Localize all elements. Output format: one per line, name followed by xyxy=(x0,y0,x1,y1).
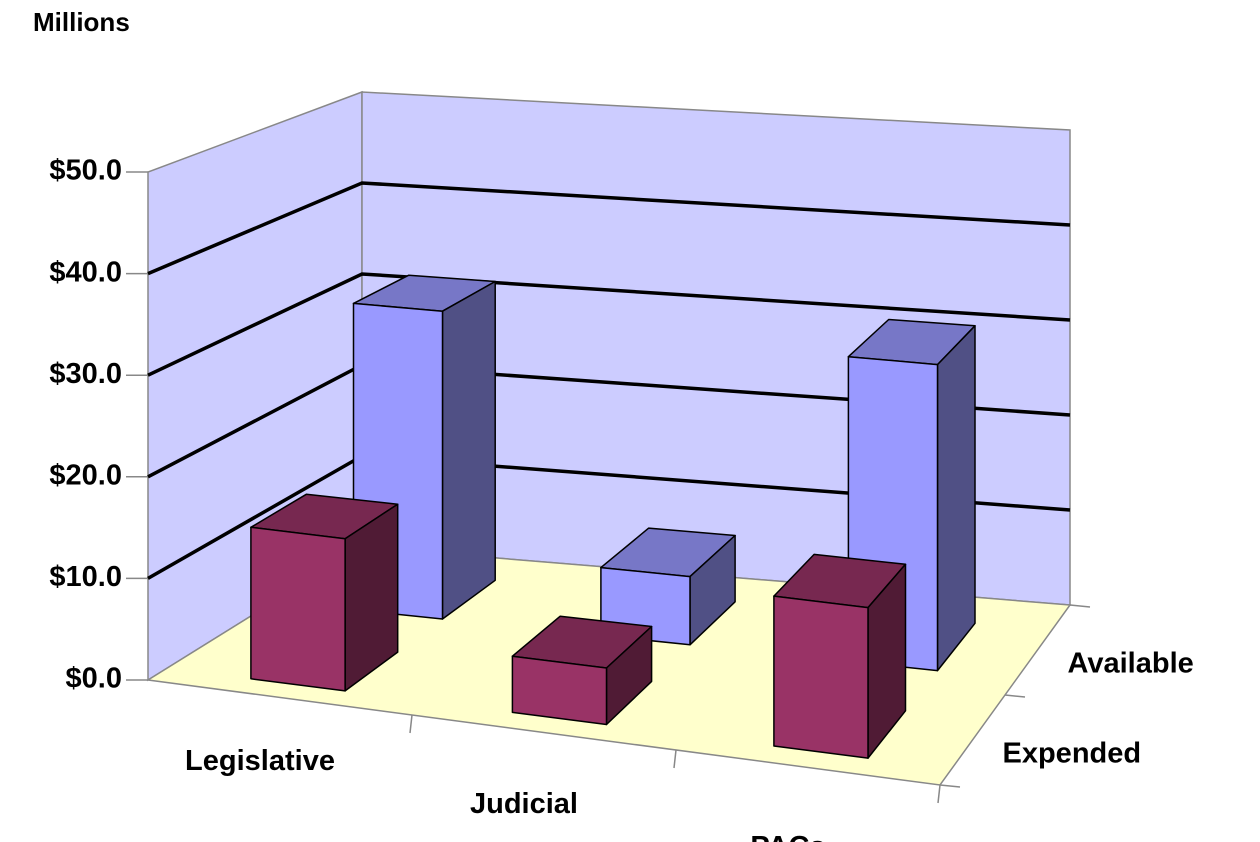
x-tick-label: Judicial xyxy=(470,788,578,820)
series-label: Expended xyxy=(1003,738,1142,770)
y-tick-label: $40.0 xyxy=(49,256,122,288)
x-tick-label: PACs xyxy=(750,831,825,842)
grid-line xyxy=(147,272,1071,377)
bar xyxy=(773,595,869,759)
bar-side xyxy=(441,280,496,620)
y-tick-label: $30.0 xyxy=(49,358,122,390)
z-tick-mark xyxy=(939,784,961,788)
x-tick-mark xyxy=(409,714,413,734)
x-tick-label: Legislative xyxy=(185,745,335,777)
z-tick-mark xyxy=(1069,604,1091,608)
bar-side xyxy=(936,325,976,672)
y-tick-label: $50.0 xyxy=(49,155,122,187)
y-tick-label: $10.0 xyxy=(49,561,122,593)
y-axis-label: Millions xyxy=(33,7,130,37)
bar xyxy=(511,655,608,726)
y-tick-label: $0.0 xyxy=(66,663,122,695)
y-tick-label: $20.0 xyxy=(49,459,122,491)
grid-line xyxy=(147,181,1071,276)
x-tick-mark xyxy=(673,749,677,769)
series-label: Available xyxy=(1068,648,1194,680)
bar xyxy=(250,526,346,692)
x-tick-mark xyxy=(937,784,941,804)
z-tick-mark xyxy=(1004,694,1026,698)
